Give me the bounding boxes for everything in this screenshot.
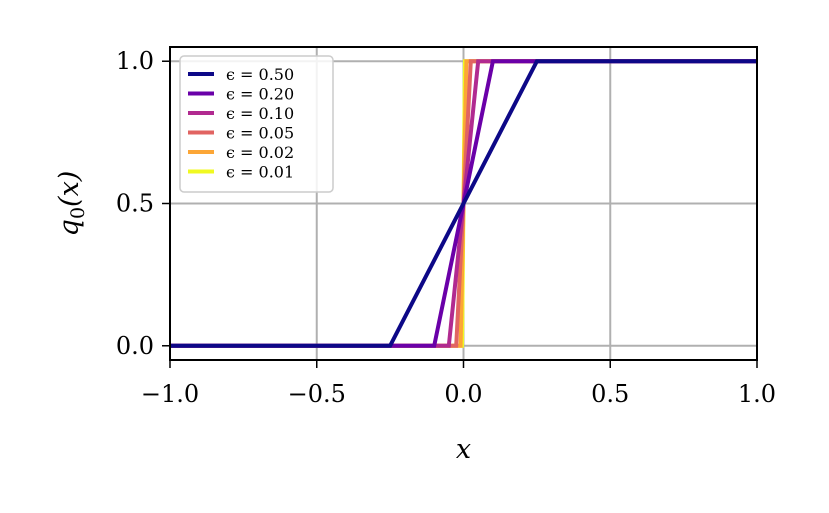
- x-tick-label: 0.5: [591, 380, 629, 408]
- series-lines: [170, 59, 757, 348]
- y-tick-label: 0.0: [116, 332, 154, 360]
- ticks: −1.0 −0.5 0.0 0.5 1.0 0.0 0.5 1.0: [116, 47, 776, 408]
- legend-label: ϵ = 0.02: [226, 143, 294, 162]
- legend-label: ϵ = 0.01: [226, 163, 294, 182]
- series-line: [170, 59, 757, 348]
- x-tick-label: 0.0: [444, 380, 482, 408]
- legend-box: [179, 55, 334, 193]
- legend: ϵ = 0.50ϵ = 0.20ϵ = 0.10ϵ = 0.05ϵ = 0.02…: [179, 55, 334, 193]
- x-tick-label: −0.5: [288, 380, 346, 408]
- x-tick-label: −1.0: [141, 380, 199, 408]
- y-tick-label: 1.0: [116, 47, 154, 75]
- legend-label: ϵ = 0.50: [226, 65, 294, 84]
- x-tick-label: 1.0: [738, 380, 776, 408]
- legend-label: ϵ = 0.10: [226, 104, 294, 123]
- y-tick-label: 0.5: [116, 190, 154, 218]
- legend-label: ϵ = 0.05: [226, 124, 294, 143]
- x-axis-label: x: [456, 434, 471, 465]
- legend-label: ϵ = 0.20: [226, 85, 294, 104]
- y-axis-label: q0(x): [54, 171, 89, 237]
